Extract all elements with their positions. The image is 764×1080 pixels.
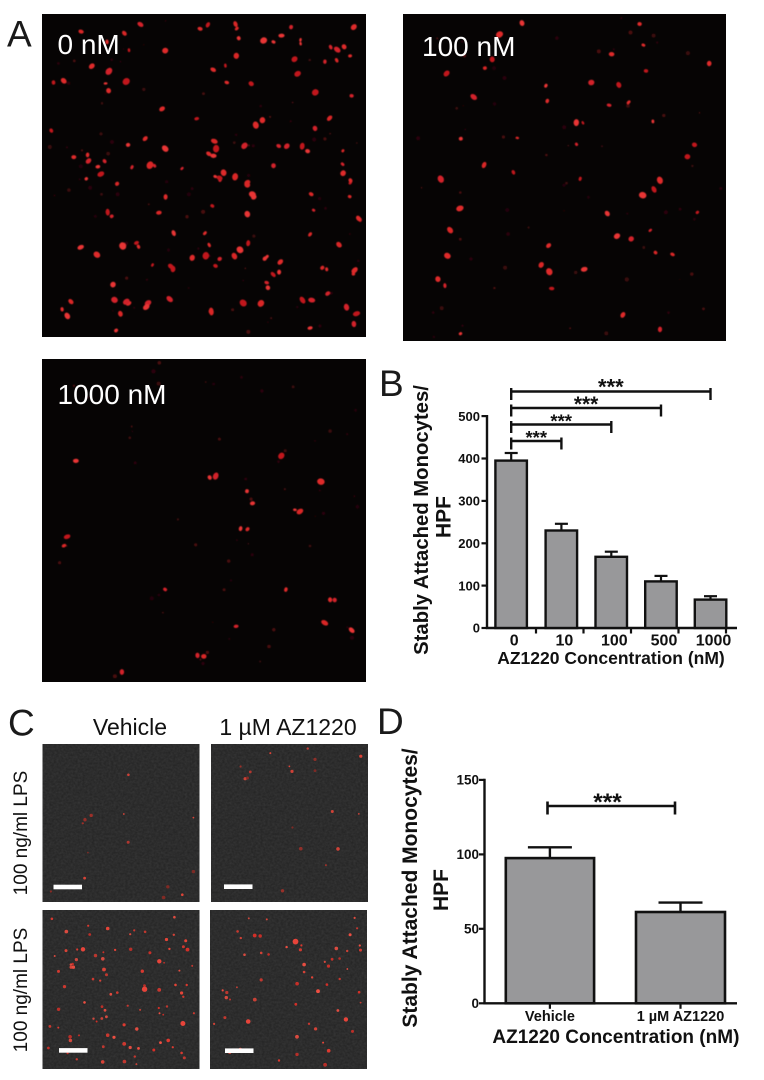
svg-text:1 µM AZ1220: 1 µM AZ1220 — [637, 1009, 725, 1025]
svg-text:100: 100 — [601, 632, 628, 649]
svg-text:***: *** — [550, 411, 572, 432]
svg-text:0: 0 — [510, 632, 519, 649]
svg-text:D: D — [377, 701, 404, 742]
svg-text:HPF: HPF — [430, 869, 453, 911]
svg-text:50: 50 — [464, 922, 479, 937]
svg-text:100 nM: 100 nM — [422, 31, 515, 62]
svg-text:500: 500 — [651, 632, 678, 649]
svg-text:0 nM: 0 nM — [58, 29, 120, 60]
svg-text:AZ1220 Concentration (nM): AZ1220 Concentration (nM) — [492, 1027, 739, 1048]
svg-text:500: 500 — [458, 409, 480, 424]
svg-text:100 ng/ml LPS: 100 ng/ml LPS — [11, 928, 32, 1053]
svg-text:***: *** — [574, 393, 599, 416]
svg-text:B: B — [379, 363, 404, 404]
svg-text:10: 10 — [556, 632, 574, 649]
svg-text:0: 0 — [471, 996, 479, 1011]
svg-text:Vehicle: Vehicle — [93, 714, 167, 740]
svg-text:Stably Attached Monocytes/: Stably Attached Monocytes/ — [411, 385, 433, 655]
svg-text:***: *** — [593, 789, 622, 816]
svg-text:1 µM AZ1220: 1 µM AZ1220 — [219, 714, 356, 740]
svg-text:AZ1220 Concentration (nM): AZ1220 Concentration (nM) — [497, 648, 725, 668]
svg-text:HPF: HPF — [433, 496, 456, 538]
svg-text:200: 200 — [458, 536, 480, 551]
svg-text:***: *** — [525, 427, 547, 448]
svg-text:0: 0 — [473, 621, 480, 636]
svg-text:Stably Attached Monocytes/: Stably Attached Monocytes/ — [399, 748, 422, 1027]
svg-text:150: 150 — [456, 773, 479, 788]
svg-text:1000 nM: 1000 nM — [58, 379, 167, 410]
svg-text:C: C — [8, 703, 35, 744]
svg-text:100 ng/ml LPS: 100 ng/ml LPS — [11, 771, 32, 896]
svg-text:100: 100 — [458, 578, 480, 593]
svg-text:300: 300 — [458, 494, 480, 509]
svg-text:Vehicle: Vehicle — [525, 1009, 575, 1025]
svg-text:***: *** — [598, 375, 624, 400]
svg-text:400: 400 — [458, 451, 480, 466]
svg-text:100: 100 — [456, 847, 479, 862]
svg-text:1000: 1000 — [696, 632, 732, 649]
svg-text:A: A — [7, 14, 32, 55]
